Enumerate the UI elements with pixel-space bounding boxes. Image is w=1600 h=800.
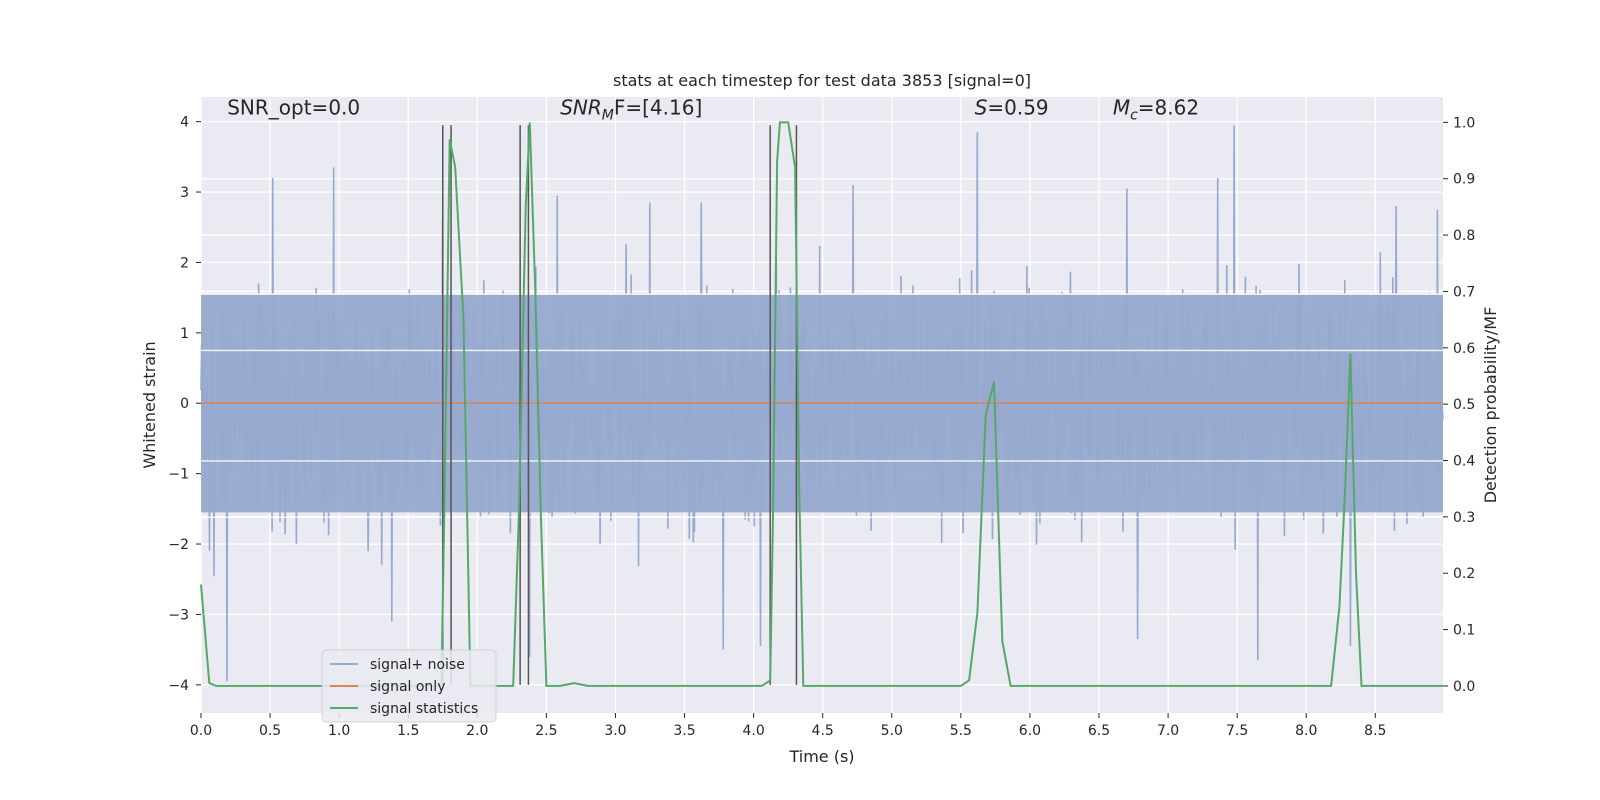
x-tick-label: 2.0 bbox=[466, 723, 488, 739]
y-tick-label-left: −3 bbox=[168, 607, 189, 623]
chart-title: stats at each timestep for test data 385… bbox=[613, 71, 1031, 90]
x-tick-label: 5.0 bbox=[881, 723, 903, 739]
x-tick-label: 2.5 bbox=[535, 723, 557, 739]
y-tick-label-left: 1 bbox=[180, 326, 189, 342]
axis-ticks: 0.0 0.5 1.0 1.5 2.0 2.5 3.0 3.5 4.0 4.5 5.0 5.5 6.0 6… bbox=[168, 115, 1475, 739]
y-tick-label-right: 0.0 bbox=[1453, 679, 1475, 695]
x-tick-label: 6.0 bbox=[1019, 723, 1041, 739]
x-tick-label: 4.0 bbox=[742, 723, 764, 739]
y-tick-label-right: 0.6 bbox=[1453, 341, 1475, 357]
annotation-0: SNR_opt=0.0 bbox=[227, 96, 360, 120]
y-axis-label-right: Detection probability/MF bbox=[1481, 307, 1500, 504]
x-tick-label: 1.0 bbox=[328, 723, 350, 739]
y-tick-label-left: −4 bbox=[168, 678, 189, 694]
x-tick-label: 5.5 bbox=[950, 723, 972, 739]
annotation-main: SNR bbox=[560, 96, 602, 120]
y-tick-label-left: 0 bbox=[180, 396, 189, 412]
x-tick-label: 6.5 bbox=[1088, 723, 1110, 739]
x-tick-label: 0.0 bbox=[190, 723, 212, 739]
x-tick-label: 8.5 bbox=[1364, 723, 1386, 739]
y-tick-label-left: −2 bbox=[168, 537, 189, 553]
annotation-2: S=0.59 bbox=[975, 96, 1049, 120]
y-tick-label-right: 0.7 bbox=[1453, 284, 1475, 300]
legend: signal+ noise signal only signal statist… bbox=[321, 649, 497, 723]
noise-line bbox=[200, 125, 1444, 682]
x-tick-label: 3.0 bbox=[604, 723, 626, 739]
y-tick-label-right: 0.2 bbox=[1453, 566, 1475, 582]
signal-statistics-line bbox=[200, 121, 1443, 687]
annotation-3: Mc=8.62 bbox=[1113, 96, 1199, 124]
annotation-value: =8.62 bbox=[1138, 96, 1199, 120]
y-tick-label-left: 4 bbox=[180, 115, 189, 131]
annotation-main: S bbox=[975, 96, 988, 120]
y-tick-label-left: 3 bbox=[180, 185, 189, 201]
x-tick-label: 0.5 bbox=[259, 723, 281, 739]
annotation-value: F=[4.16] bbox=[614, 96, 702, 120]
y-tick-label-left: −1 bbox=[168, 467, 189, 483]
x-tick-label: 7.5 bbox=[1226, 723, 1248, 739]
annotation-1: SNRMF=[4.16] bbox=[560, 96, 702, 124]
annotation-main: M bbox=[1113, 96, 1130, 120]
x-tick-label: 4.5 bbox=[812, 723, 834, 739]
y-tick-label-left: 2 bbox=[180, 255, 189, 271]
y-axis-label-left: Whitened strain bbox=[140, 341, 159, 468]
y-tick-label-right: 0.4 bbox=[1453, 454, 1475, 470]
legend-label-signal-statistics: signal statistics bbox=[370, 701, 478, 717]
y-tick-label-right: 0.8 bbox=[1453, 228, 1475, 244]
legend-label-signal-plus-noise: signal+ noise bbox=[370, 657, 465, 673]
x-tick-label: 3.5 bbox=[673, 723, 695, 739]
y-tick-label-right: 0.5 bbox=[1453, 397, 1475, 413]
x-axis-label: Time (s) bbox=[788, 747, 854, 766]
x-tick-label: 7.0 bbox=[1157, 723, 1179, 739]
annotations: SNR_opt=0.0 SNRMF=[4.16] S=0.59 Mc=8.62 bbox=[227, 96, 1199, 124]
annotation-subscript: M bbox=[602, 108, 614, 124]
y-tick-label-right: 1.0 bbox=[1453, 115, 1475, 131]
annotation-main: SNR_opt=0.0 bbox=[227, 96, 360, 120]
annotation-subscript: c bbox=[1130, 108, 1138, 124]
x-tick-label: 1.5 bbox=[397, 723, 419, 739]
y-tick-label-right: 0.3 bbox=[1453, 510, 1475, 526]
series-signal-statistics bbox=[200, 121, 1443, 687]
legend-label-signal-only: signal only bbox=[370, 679, 445, 695]
y-tick-label-right: 0.1 bbox=[1453, 623, 1475, 639]
legend-box bbox=[321, 649, 497, 723]
y-tick-label-right: 0.9 bbox=[1453, 172, 1475, 188]
x-tick-label: 8.0 bbox=[1295, 723, 1317, 739]
annotation-value: =0.59 bbox=[987, 96, 1048, 120]
